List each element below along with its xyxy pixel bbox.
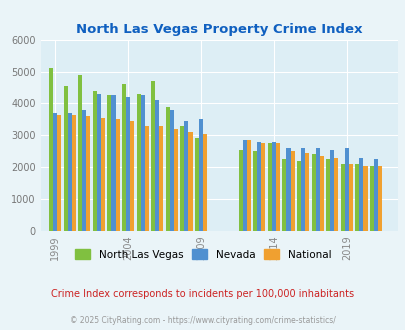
Bar xyxy=(340,164,344,231)
Bar xyxy=(253,151,257,231)
Bar xyxy=(362,166,367,231)
Bar xyxy=(257,142,261,231)
Bar xyxy=(82,110,86,231)
Bar xyxy=(68,113,72,231)
Bar xyxy=(238,150,242,231)
Bar xyxy=(333,158,337,231)
Bar xyxy=(358,158,362,231)
Bar xyxy=(151,81,155,231)
Bar xyxy=(57,115,61,231)
Bar xyxy=(271,142,275,231)
Bar xyxy=(97,94,101,231)
Bar xyxy=(169,110,173,231)
Bar xyxy=(325,159,329,231)
Bar xyxy=(173,129,177,231)
Bar xyxy=(111,95,115,231)
Text: © 2025 CityRating.com - https://www.cityrating.com/crime-statistics/: © 2025 CityRating.com - https://www.city… xyxy=(70,316,335,325)
Bar xyxy=(290,151,294,231)
Bar xyxy=(159,126,163,231)
Bar xyxy=(188,132,192,231)
Bar xyxy=(165,107,169,231)
Legend: North Las Vegas, Nevada, National: North Las Vegas, Nevada, National xyxy=(70,245,335,264)
Bar xyxy=(78,75,82,231)
Bar xyxy=(373,159,377,231)
Bar xyxy=(246,140,250,231)
Bar xyxy=(296,161,301,231)
Bar xyxy=(93,91,97,231)
Title: North Las Vegas Property Crime Index: North Las Vegas Property Crime Index xyxy=(76,23,362,36)
Bar xyxy=(126,97,130,231)
Bar xyxy=(198,119,202,231)
Bar xyxy=(107,95,111,231)
Bar xyxy=(194,139,198,231)
Bar xyxy=(155,100,159,231)
Bar xyxy=(319,156,323,231)
Bar xyxy=(344,148,348,231)
Bar xyxy=(242,140,246,231)
Bar xyxy=(144,126,149,231)
Bar xyxy=(86,116,90,231)
Bar xyxy=(202,134,207,231)
Bar xyxy=(301,148,305,231)
Bar xyxy=(115,119,119,231)
Bar xyxy=(49,68,53,231)
Bar xyxy=(286,148,290,231)
Bar xyxy=(282,159,286,231)
Bar xyxy=(72,115,76,231)
Bar xyxy=(267,143,271,231)
Bar xyxy=(261,143,265,231)
Bar xyxy=(101,118,105,231)
Bar xyxy=(377,166,381,231)
Bar xyxy=(136,94,140,231)
Bar xyxy=(369,166,373,231)
Bar xyxy=(329,150,333,231)
Bar xyxy=(305,153,309,231)
Bar xyxy=(354,164,358,231)
Bar xyxy=(311,154,315,231)
Bar xyxy=(64,86,68,231)
Bar xyxy=(184,121,188,231)
Bar xyxy=(348,164,352,231)
Bar xyxy=(315,148,319,231)
Bar xyxy=(180,126,184,231)
Bar xyxy=(140,95,144,231)
Text: Crime Index corresponds to incidents per 100,000 inhabitants: Crime Index corresponds to incidents per… xyxy=(51,289,354,299)
Bar xyxy=(130,121,134,231)
Bar xyxy=(53,113,57,231)
Bar xyxy=(275,143,279,231)
Bar xyxy=(122,84,126,231)
